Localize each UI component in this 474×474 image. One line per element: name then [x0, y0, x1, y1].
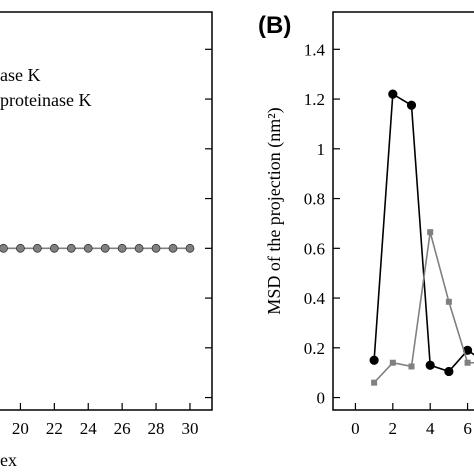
panel-a-x-tick-label: 28: [148, 419, 165, 438]
panel-b-x-tick-label: 2: [389, 419, 398, 438]
panel-a-series-1-point: [117, 243, 127, 253]
panel-b-series-2-point: [408, 363, 415, 370]
panel-b-axes-frame: [332, 11, 474, 411]
panel-b-series-1-point: [369, 355, 379, 365]
panel-a-series-1-point: [151, 243, 161, 253]
panel-b-series-1-line: [373, 92, 474, 373]
panel-a-series-1-point: [16, 243, 25, 253]
panel-a: 20 22 24 26 28 30 ase K proteinase K ex: [0, 11, 213, 470]
panel-b-y-tick-label: 1.4: [304, 40, 326, 59]
panel-a-x-ticks: 20 22 24 26 28 30: [12, 403, 198, 438]
panel-b-x-ticks: 0 2 4 6: [351, 403, 472, 438]
panel-b-x-tick-label: 6: [463, 419, 472, 438]
panel-b-x-tick-label: 4: [426, 419, 435, 438]
panel-a-y-ticks: [205, 48, 212, 399]
panel-b-y-tick-label: 0.2: [304, 339, 325, 358]
panel-b-y-axis-label: MSD of the projection (nm²): [264, 107, 285, 314]
panel-b-y-tick-label: 1: [317, 140, 326, 159]
panel-a-series-1-point: [168, 243, 178, 253]
panel-a-series-1-point: [100, 243, 110, 253]
panel-a-series-1-point: [134, 243, 144, 253]
panel-b-series-2-point: [371, 379, 378, 386]
panel-a-legend-entry-2: proteinase K: [0, 90, 91, 110]
panel-a-series: [0, 243, 195, 253]
panel-b-series-2-point: [389, 359, 396, 366]
panel-a-axes-frame: [0, 11, 213, 411]
panel-b-series-2-point: [427, 229, 434, 236]
panel-b-x-tick-label: 0: [351, 419, 360, 438]
panel-b-y-tick-label: 0.8: [304, 190, 325, 209]
panel-a-series-1-point: [185, 243, 195, 253]
panel-a-x-tick-label: 20: [12, 419, 29, 438]
panel-b-y-tick-label: 0.6: [304, 239, 325, 258]
panel-a-x-tick-label: 24: [80, 419, 98, 438]
panel-a-x-tick-label: 22: [46, 419, 63, 438]
panel-b-y-tick-label: 0: [317, 389, 326, 408]
panel-a-legend-entry-1: ase K: [0, 65, 40, 85]
panel-a-x-tick-label: 26: [114, 419, 131, 438]
panel-b-series-1-point: [388, 89, 398, 99]
panel-b: (B) 0 2 4 6 0 0.2 0.4 0.6 0.8 1 1.2 1.4 MSD of the…: [258, 11, 474, 438]
panel-b-letter: (B): [258, 12, 291, 39]
panel-b-series-1-point: [425, 360, 435, 370]
panel-b-series-2-point: [445, 298, 452, 305]
panel-a-series-1-point: [32, 243, 42, 253]
panel-b-y-ticks: 0 0.2 0.4 0.6 0.8 1 1.2 1.4: [304, 40, 340, 408]
panel-a-x-axis-label: ex: [0, 450, 17, 470]
panel-a-series-1-point: [66, 243, 76, 253]
panel-a-x-tick-label: 30: [181, 419, 198, 438]
panel-b-series-2-point: [464, 359, 471, 366]
panel-b-series-1-point: [406, 100, 417, 110]
panel-b-series: [369, 89, 474, 386]
panel-a-series-1-point: [0, 243, 8, 253]
panel-a-series-1-point: [49, 243, 59, 253]
panel-b-series-1-point: [444, 366, 454, 377]
panel-a-series-1-point: [83, 243, 93, 253]
panel-b-y-tick-label: 1.2: [304, 90, 325, 109]
panel-b-y-tick-label: 0.4: [304, 289, 326, 308]
